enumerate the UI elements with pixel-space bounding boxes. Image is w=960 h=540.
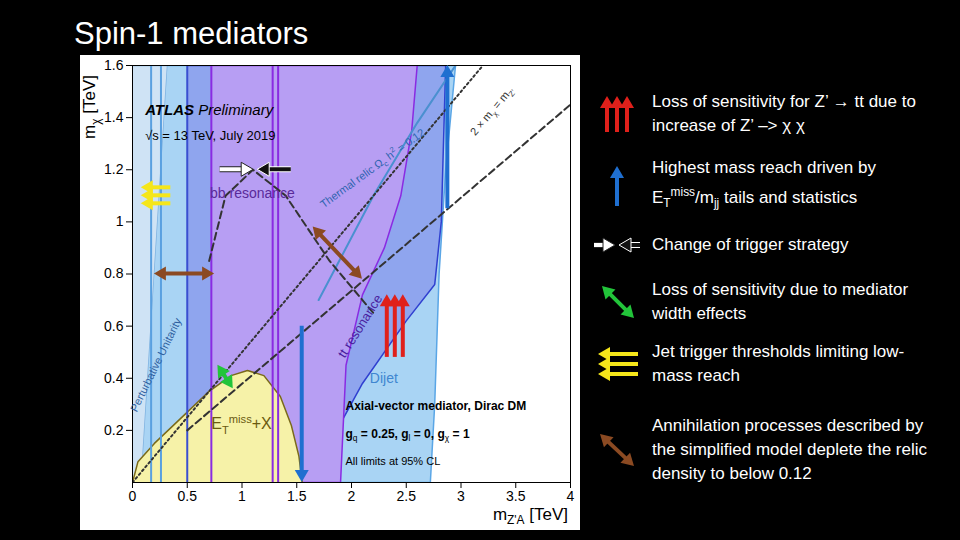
html-text:ATLAS Preliminary: ATLAS Preliminary <box>145 100 274 118</box>
svg-text:0: 0 <box>129 488 137 504</box>
svg-text:0.6: 0.6 <box>104 318 124 334</box>
html-text:χ: χ <box>88 118 103 125</box>
html-text:c: c <box>381 159 391 169</box>
html-text:h: h <box>381 148 396 164</box>
html-text:Thermal relic Ω: Thermal relic Ω <box>317 156 386 211</box>
html-text:tt resonance: tt resonance <box>334 291 386 360</box>
html-text:χ: χ <box>490 109 501 119</box>
html-text:All limits at 95% CL: All limits at 95% CL <box>345 454 441 467</box>
html-text:2 × m: 2 × m <box>468 108 496 138</box>
html-text:m: m <box>80 124 100 139</box>
svg-text:1.4: 1.4 <box>104 109 124 125</box>
svg-text:1.2: 1.2 <box>104 161 124 177</box>
html-text:Highest mass reach driven by E: Highest mass reach driven by ET <box>652 158 876 211</box>
svg-text:3.5: 3.5 <box>506 488 526 504</box>
html-text:Loss of sensitivity for Z’ → t: Loss of sensitivity for Z’ → tt due to i… <box>652 92 916 135</box>
html-text:Perturbative Unitarity: Perturbative Unitarity <box>127 315 184 414</box>
svg-text:0.5: 0.5 <box>178 488 198 504</box>
html-text:[TeV]: [TeV] <box>80 74 100 119</box>
svg-text:4: 4 <box>567 488 575 504</box>
html-text:Z': Z' <box>507 87 519 99</box>
svg-text:0.4: 0.4 <box>104 370 124 386</box>
html-text:miss+X: miss+X <box>228 412 272 433</box>
html-text:ET: ET <box>211 415 229 436</box>
html-text:√s = 13 TeV, July 2019: √s = 13 TeV, July 2019 <box>145 127 276 143</box>
html-text:= m: = m <box>488 88 512 113</box>
svg-text:0.2: 0.2 <box>104 422 124 438</box>
svg-text:2.5: 2.5 <box>397 488 417 504</box>
html-text:Annihilation processes describ: Annihilation processes described by the … <box>652 416 927 483</box>
svg-text:1: 1 <box>116 213 124 229</box>
svg-text:0.8: 0.8 <box>104 265 124 281</box>
svg-text:1.6: 1.6 <box>104 57 124 73</box>
html-text:bb resonance: bb resonance <box>210 184 295 201</box>
html-text:miss/mjjtails and statistics: miss/mjjtails and statistics <box>670 185 858 211</box>
html-text:mZ'A[TeV]: mZ'A[TeV] <box>492 505 568 528</box>
svg-text:3: 3 <box>457 488 465 504</box>
svg-text:1.5: 1.5 <box>287 488 307 504</box>
html-text:Loss of sensitivity due to med: Loss of sensitivity due to mediator widt… <box>652 280 909 323</box>
html-text:Change of trigger strategy: Change of trigger strategy <box>652 235 849 254</box>
html-text:Dijet: Dijet <box>369 369 398 386</box>
svg-text:2: 2 <box>348 488 356 504</box>
html-text:Spin-1 mediators: Spin-1 mediators <box>74 16 309 51</box>
html-text:Jet trigger thresholds limitin: Jet trigger thresholds limiting low-mass… <box>652 342 905 385</box>
html-text:Axial-vector mediator, Dirac D: Axial-vector mediator, Dirac DM <box>345 399 527 414</box>
html-text:2: 2 <box>387 145 397 155</box>
svg-text:1: 1 <box>238 488 246 504</box>
html-text:gq= 0.25, gl= 0, gχ= 1: gq= 0.25, gl= 0, gχ= 1 <box>345 426 470 444</box>
html-text:= 0.12: = 0.12 <box>392 126 427 157</box>
